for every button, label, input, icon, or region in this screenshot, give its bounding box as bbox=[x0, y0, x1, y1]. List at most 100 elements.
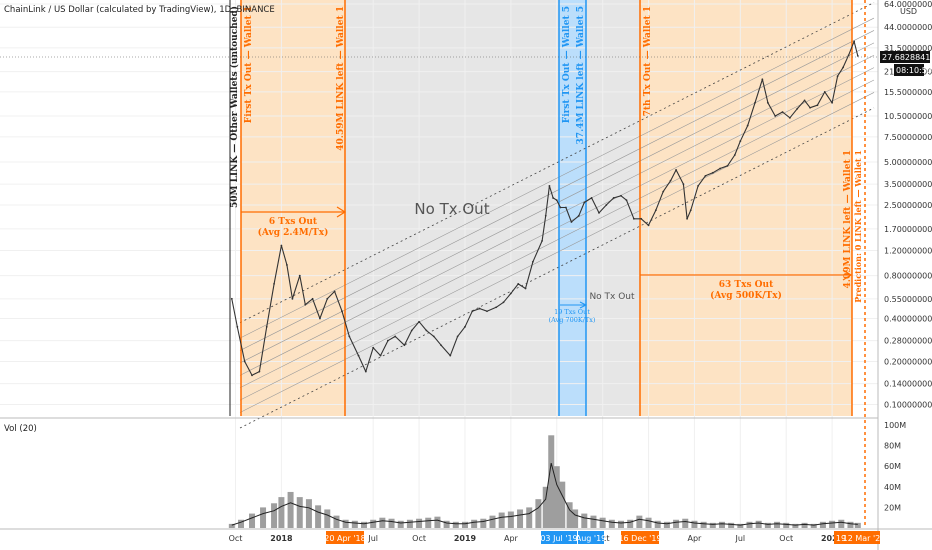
chart-title: ChainLink / US Dollar (calculated by Tra… bbox=[4, 5, 275, 15]
volume-bar bbox=[774, 521, 781, 528]
date-marker-mar21-text: 12 Mar '21 bbox=[843, 534, 886, 543]
six-tx-arrow bbox=[241, 206, 347, 218]
price-point bbox=[583, 201, 586, 204]
wallet5-first-tx-label: First Tx Out — Wallet 5 bbox=[562, 6, 572, 123]
price-point bbox=[719, 167, 722, 170]
volume-bar bbox=[471, 519, 478, 528]
volume-bar bbox=[553, 466, 560, 528]
price-point bbox=[774, 115, 777, 117]
price-point bbox=[524, 287, 527, 290]
volume-tick-label: 60M bbox=[884, 462, 901, 471]
volume-tick-label: 80M bbox=[884, 442, 901, 451]
volume-tick-label: 40M bbox=[884, 483, 901, 492]
volume-bar bbox=[801, 522, 808, 528]
wallet1-4m-label: 4.09M LINK left — Wallet 1 bbox=[843, 150, 853, 288]
volume-bar bbox=[691, 520, 698, 528]
volume-series bbox=[228, 435, 861, 528]
volume-bar bbox=[542, 486, 549, 528]
price-point bbox=[531, 260, 534, 263]
no-tx-big-label: No Tx Out bbox=[414, 200, 489, 218]
price-tick-label: 31.50000000 bbox=[884, 44, 932, 53]
volume-bar bbox=[746, 521, 753, 528]
price-point bbox=[632, 217, 635, 220]
volume-bar bbox=[351, 520, 358, 528]
volume-bar bbox=[480, 518, 487, 528]
volume-bar bbox=[838, 519, 845, 528]
price-point bbox=[662, 190, 665, 193]
no-tx-small-label: No Tx Out bbox=[589, 292, 635, 302]
volume-bar bbox=[342, 519, 349, 528]
time-axis[interactable]: Oct2018JulOct2019AprJulOct2020AprJulOct2… bbox=[229, 534, 844, 543]
price-point bbox=[379, 354, 382, 357]
price-point bbox=[403, 344, 406, 347]
price-point bbox=[495, 306, 498, 309]
volume-bar bbox=[810, 523, 817, 528]
volume-bar bbox=[627, 519, 634, 528]
volume-bar bbox=[324, 509, 331, 528]
volume-bar bbox=[559, 481, 566, 528]
price-point bbox=[590, 197, 593, 199]
nineteen-tx-avg-label: (Avg 700K/Tx) bbox=[549, 316, 596, 324]
price-tick-label: 0.80000000 bbox=[884, 272, 932, 281]
channel-line bbox=[239, 2, 875, 324]
price-tick-label: 1.70000000 bbox=[884, 225, 932, 234]
volume-bar bbox=[819, 521, 826, 528]
currency-label: USD bbox=[900, 7, 917, 16]
price-tick-label: 3.50000000 bbox=[884, 180, 932, 189]
price-point bbox=[440, 344, 443, 347]
price-point bbox=[831, 101, 834, 104]
price-point bbox=[675, 169, 677, 171]
price-point bbox=[577, 214, 580, 217]
price-tick-label: 64.00000000 bbox=[884, 0, 932, 9]
price-point bbox=[418, 320, 420, 323]
volume-bar bbox=[636, 515, 643, 528]
price-point bbox=[647, 224, 650, 227]
price-series bbox=[230, 40, 859, 377]
price-point bbox=[598, 211, 600, 214]
price-point bbox=[856, 55, 859, 57]
sixty-three-tx-label: 63 Txs Out bbox=[719, 280, 774, 290]
price-point bbox=[823, 90, 826, 93]
nineteen-tx-arrow bbox=[560, 301, 588, 309]
volume-bar bbox=[238, 519, 245, 528]
wallet1-first-phase-region bbox=[241, 0, 345, 416]
price-point bbox=[449, 354, 452, 357]
channel-line bbox=[239, 107, 875, 429]
volume-ma-line bbox=[231, 462, 858, 526]
volume-bar bbox=[507, 511, 514, 528]
price-point bbox=[669, 179, 672, 182]
price-point bbox=[605, 204, 608, 206]
volume-bar bbox=[700, 521, 707, 528]
price-point bbox=[559, 206, 562, 209]
time-tick-label: Jul bbox=[367, 534, 378, 543]
price-point bbox=[230, 297, 233, 300]
price-point bbox=[754, 101, 756, 104]
sixty-three-tx-arrow bbox=[640, 269, 853, 281]
price-point bbox=[286, 264, 288, 266]
price-point bbox=[809, 106, 811, 109]
wallet1-40m-label: 40.59M LINK left — Wallet 1 bbox=[336, 6, 346, 151]
price-point bbox=[280, 244, 283, 247]
price-tick-label: 15.50000000 bbox=[884, 88, 932, 97]
volume-bar bbox=[755, 520, 762, 528]
volume-axis[interactable]: 100M 80M 60M 40M 20M bbox=[884, 421, 906, 512]
price-point bbox=[319, 317, 321, 320]
volume-bar bbox=[645, 517, 652, 528]
no-tx-gray-region bbox=[345, 0, 559, 416]
price-point bbox=[236, 325, 239, 328]
date-marker-aug19-text: Aug '19 bbox=[576, 534, 607, 543]
price-point bbox=[640, 217, 643, 220]
volume-bar bbox=[548, 435, 555, 528]
price-point bbox=[746, 124, 749, 127]
six-tx-label: 6 Txs Out bbox=[269, 217, 318, 227]
volume-bar bbox=[278, 497, 285, 528]
price-point bbox=[265, 325, 268, 328]
price-point bbox=[836, 75, 839, 77]
volume-bar bbox=[452, 521, 459, 528]
current-price-value: 27.68288414 bbox=[882, 53, 932, 62]
price-point bbox=[372, 346, 375, 349]
price-point bbox=[654, 209, 657, 212]
price-tick-label: 2.50000000 bbox=[884, 201, 932, 210]
volume-bar bbox=[764, 522, 771, 528]
price-tick-label: 0.20000000 bbox=[884, 358, 932, 367]
